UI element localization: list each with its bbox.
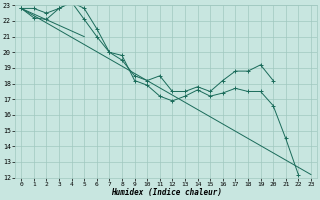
X-axis label: Humidex (Indice chaleur): Humidex (Indice chaleur) (111, 188, 221, 197)
